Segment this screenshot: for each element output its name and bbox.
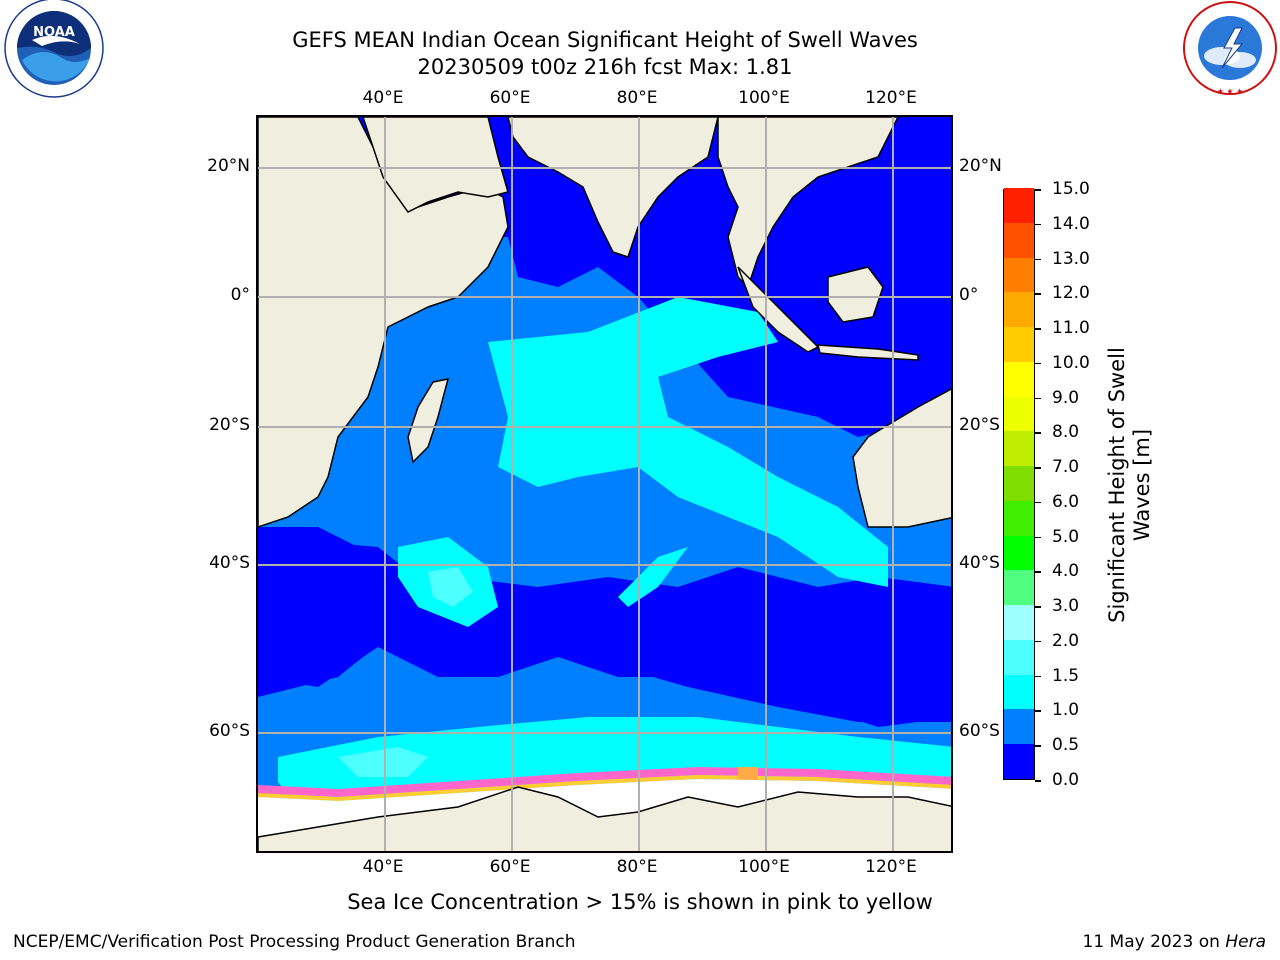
colorbar-segment bbox=[1004, 361, 1034, 397]
colorbar-tick-label: 11.0 bbox=[1052, 318, 1090, 339]
colorbar-tick-mark bbox=[1035, 640, 1041, 643]
noaa-logo: NOAA bbox=[4, 0, 104, 98]
colorbar-tick-mark bbox=[1035, 397, 1041, 400]
colorbar-tick-mark bbox=[1035, 362, 1041, 365]
footer-date: 11 May 2023 on Hera bbox=[1083, 932, 1267, 952]
colorbar-tick-mark bbox=[1035, 710, 1041, 712]
colorbar-segment bbox=[1004, 396, 1034, 432]
colorbar-tick-mark bbox=[1035, 571, 1041, 573]
colorbar-tick-label: 13.0 bbox=[1052, 248, 1090, 269]
lat-tick-right-0: 0° bbox=[959, 285, 979, 305]
colorbar-segment bbox=[1004, 535, 1034, 571]
lat-tick-left-60s: 60°S bbox=[209, 721, 250, 741]
lon-tick-bottom-60e: 60°E bbox=[489, 857, 531, 877]
lat-tick-right-40s: 40°S bbox=[959, 553, 1000, 573]
lat-tick-left-20s: 20°S bbox=[209, 415, 250, 435]
colorbar-segment bbox=[1004, 222, 1034, 258]
colorbar-tick-mark bbox=[1035, 780, 1041, 782]
swell-band-1.5-2.0 bbox=[338, 567, 473, 777]
lon-tick-top-40e: 40°E bbox=[362, 88, 404, 108]
map-gridlines bbox=[258, 117, 951, 851]
chart-subtitle: 20230509 t00z 216h fcst Max: 1.81 bbox=[417, 55, 793, 79]
lat-tick-right-20n: 20°N bbox=[959, 156, 1002, 176]
colorbar-title: Significant Height of Swell Waves [m] bbox=[1104, 347, 1154, 623]
colorbar-tick-label: 0.0 bbox=[1052, 770, 1080, 790]
footer-date-text: 11 May 2023 on bbox=[1082, 932, 1226, 952]
lat-tick-left-40s: 40°S bbox=[209, 553, 250, 573]
colorbar-tick-mark bbox=[1035, 432, 1041, 434]
colorbar-tick-label: 8.0 bbox=[1052, 422, 1080, 443]
colorbar-tick-label: 12.0 bbox=[1052, 283, 1090, 304]
colorbar-tick-mark bbox=[1035, 606, 1041, 608]
colorbar-segment bbox=[1004, 187, 1034, 223]
colorbar-segment bbox=[1004, 709, 1034, 745]
colorbar-tick-mark bbox=[1035, 223, 1041, 226]
colorbar-tick-label: 5.0 bbox=[1052, 526, 1080, 547]
colorbar-tick-label: 1.5 bbox=[1052, 665, 1080, 686]
colorbar-segment bbox=[1004, 743, 1034, 779]
colorbar-tick-mark bbox=[1035, 293, 1041, 295]
landmasses bbox=[258, 117, 951, 851]
colorbar-segment bbox=[1004, 604, 1034, 640]
colorbar-segment bbox=[1004, 430, 1034, 467]
colorbar-tick-label: 2.0 bbox=[1052, 630, 1080, 651]
colorbar-tick-label: 7.0 bbox=[1052, 457, 1080, 478]
colorbar-tick-label: 6.0 bbox=[1052, 491, 1080, 512]
lon-tick-bottom-40e: 40°E bbox=[362, 857, 404, 877]
lon-tick-top-120e: 120°E bbox=[865, 88, 917, 108]
lon-tick-top-100e: 100°E bbox=[738, 88, 790, 108]
footer-credit: NCEP/EMC/Verification Post Processing Pr… bbox=[13, 932, 576, 952]
sea-ice-note: Sea Ice Concentration > 15% is shown in … bbox=[347, 890, 933, 914]
colorbar-tick-mark bbox=[1035, 745, 1041, 747]
lon-tick-top-80e: 80°E bbox=[616, 88, 658, 108]
colorbar-tick-mark bbox=[1035, 501, 1041, 504]
colorbar-segment bbox=[1004, 639, 1034, 675]
colorbar-tick-label: 9.0 bbox=[1052, 387, 1080, 408]
colorbar-tick-label: 10.0 bbox=[1052, 352, 1090, 373]
swell-height-map bbox=[256, 115, 953, 853]
colorbar-tick-mark bbox=[1035, 328, 1041, 330]
nws-logo: ★ ★ ★ bbox=[1183, 1, 1277, 96]
colorbar-segment bbox=[1004, 465, 1034, 501]
colorbar-tick-mark bbox=[1035, 189, 1041, 191]
footer-host: Hera bbox=[1225, 932, 1266, 952]
colorbar-tick-mark bbox=[1035, 258, 1041, 261]
lat-tick-left-0: 0° bbox=[230, 285, 250, 305]
colorbar-tick-mark bbox=[1035, 675, 1041, 678]
colorbar-tick-label: 3.0 bbox=[1052, 596, 1080, 617]
colorbar-segment bbox=[1004, 257, 1034, 293]
lon-tick-bottom-100e: 100°E bbox=[738, 857, 790, 877]
colorbar-tick-mark bbox=[1035, 467, 1041, 469]
lat-tick-left-20n: 20°N bbox=[207, 156, 250, 176]
colorbar-tick-label: 0.5 bbox=[1052, 735, 1080, 756]
lat-tick-right-20s: 20°S bbox=[959, 415, 1000, 435]
colorbar-segment bbox=[1004, 500, 1034, 536]
noaa-logo-text: NOAA bbox=[33, 25, 75, 40]
colorbar-tick-label: 14.0 bbox=[1052, 213, 1090, 234]
lon-tick-top-60e: 60°E bbox=[489, 88, 531, 108]
colorbar-segment bbox=[1004, 326, 1034, 362]
colorbar bbox=[1003, 187, 1035, 780]
chart-title: GEFS MEAN Indian Ocean Significant Heigh… bbox=[292, 28, 918, 52]
colorbar-segment bbox=[1004, 291, 1034, 328]
colorbar-segment bbox=[1004, 674, 1034, 710]
colorbar-tick-label: 1.0 bbox=[1052, 700, 1080, 721]
colorbar-tick-label: 4.0 bbox=[1052, 561, 1080, 582]
colorbar-tick-mark bbox=[1035, 536, 1041, 539]
colorbar-tick-label: 15.0 bbox=[1052, 179, 1090, 199]
svg-text:★ ★ ★: ★ ★ ★ bbox=[1217, 87, 1244, 96]
lat-tick-right-60s: 60°S bbox=[959, 721, 1000, 741]
colorbar-segment bbox=[1004, 569, 1034, 606]
lon-tick-bottom-120e: 120°E bbox=[865, 857, 917, 877]
lon-tick-bottom-80e: 80°E bbox=[616, 857, 658, 877]
